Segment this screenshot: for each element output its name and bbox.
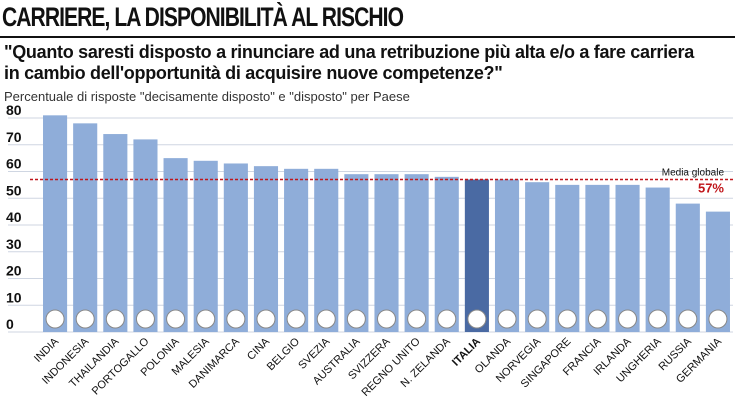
flag-icon [75, 309, 95, 329]
y-tick-label: 40 [6, 209, 22, 225]
title-underline [0, 36, 735, 38]
bar-india [43, 115, 68, 332]
flag-icon [648, 309, 668, 329]
flag-icon [497, 309, 517, 329]
bar-singapore [555, 184, 580, 332]
flag-icon [45, 309, 65, 329]
flag-icon [226, 309, 246, 329]
bar-ungheria [645, 187, 670, 332]
bar-francia [585, 184, 610, 332]
question-line-1: "Quanto saresti disposto a rinunciare ad… [4, 42, 694, 62]
y-tick-label: 20 [6, 263, 22, 279]
bar-danimarca [223, 163, 248, 332]
flag-icon [286, 309, 306, 329]
bar-cina [253, 166, 279, 332]
x-tick-label: CINA [245, 335, 273, 363]
flag-icon [166, 309, 186, 329]
flag-icon [467, 309, 487, 329]
flag-icon [708, 309, 728, 329]
flag-icon [407, 309, 427, 329]
flag-icon [196, 309, 216, 329]
bar-svezia [314, 168, 339, 332]
bar-portogallo [133, 139, 158, 332]
x-tick-label: BELGIO [265, 335, 303, 373]
chart-subtitle: Percentuale di risposte "decisamente dis… [4, 89, 410, 104]
flag-icon [256, 309, 276, 329]
bar-regno-unito [404, 174, 429, 332]
bars-layer [43, 115, 730, 332]
flag-icon [678, 309, 698, 329]
bar-n-zelanda [434, 176, 459, 332]
y-tick-label: 30 [6, 236, 22, 252]
y-tick-label: 0 [6, 316, 14, 332]
flag-icon [135, 309, 155, 329]
flag-icon [346, 309, 366, 329]
bar-malesia [193, 160, 218, 332]
bar-australia [344, 174, 369, 332]
labels-layer: INDIAINDONESIATHAILANDIAPORTOGALLOPOLONI… [32, 335, 725, 399]
flag-icon [437, 309, 457, 329]
average-value: 57% [698, 181, 724, 196]
question-line-2: in cambio dell'opportunità di acquisire … [4, 63, 503, 83]
bar-norvegia [525, 182, 550, 332]
bar-thailandia [103, 134, 128, 332]
bar-irlanda [615, 184, 640, 332]
average-label: Media globale [662, 168, 725, 179]
y-tick-label: 70 [6, 129, 22, 145]
reference-layer: Media globale 57% [30, 168, 733, 196]
chart-question: "Quanto saresti disposto a rinunciare ad… [4, 42, 729, 84]
flag-icon [587, 309, 607, 329]
bar-indonesia [73, 123, 98, 332]
flag-icon [527, 309, 547, 329]
bar-italia [464, 179, 489, 332]
y-tick-label: 80 [6, 102, 22, 118]
flags-layer [45, 309, 728, 329]
flag-icon [618, 309, 638, 329]
bar-svizzera [374, 174, 399, 332]
y-tick-label: 50 [6, 182, 22, 198]
flag-icon [377, 309, 396, 329]
y-tick-label: 10 [6, 289, 22, 305]
flag-icon [316, 309, 336, 329]
flag-icon [557, 309, 577, 329]
grid-layer: 0 10 20 30 40 50 60 70 80 [6, 102, 733, 333]
bar-polonia [163, 158, 188, 332]
bar-belgio [284, 168, 309, 332]
bar-olanda [494, 179, 520, 332]
chart-title: CARRIERE, LA DISPONIBILITÀ AL RISCHIO [2, 2, 404, 32]
y-tick-label: 60 [6, 156, 22, 172]
flag-icon [105, 309, 125, 329]
